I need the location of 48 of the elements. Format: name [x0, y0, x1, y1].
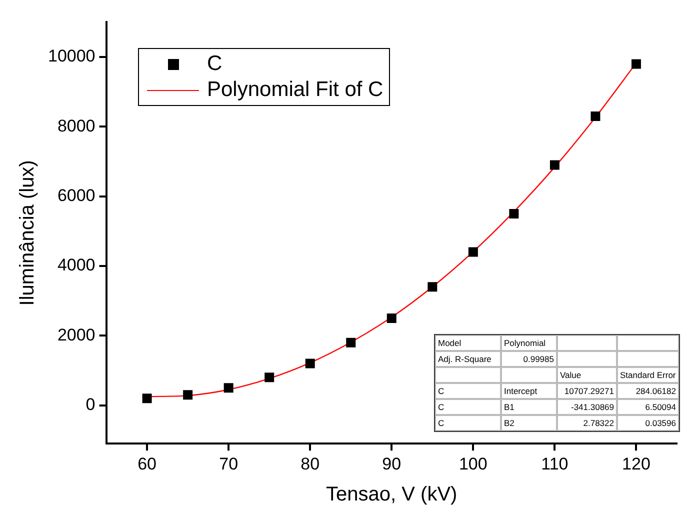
annotation: Adj. R-Square	[438, 354, 492, 364]
y-tick-label: 10000	[48, 46, 96, 66]
legend-label: C	[207, 51, 222, 77]
annotation: Value	[560, 370, 582, 380]
point	[386, 313, 396, 323]
annotation: 2.78322	[583, 418, 614, 428]
point	[346, 338, 356, 348]
annotation: C	[438, 418, 444, 428]
point	[183, 390, 193, 400]
legend-label: Polynomial Fit of C	[207, 77, 384, 103]
x-tick-label: 90	[382, 454, 402, 474]
y-tick-label: 6000	[57, 186, 96, 206]
point	[590, 111, 600, 121]
point	[468, 247, 478, 257]
x-tick-label: 60	[138, 454, 156, 474]
annotation: C	[438, 386, 444, 396]
annotation: B2	[504, 418, 514, 428]
x-tick-label: 70	[219, 454, 238, 474]
point	[264, 372, 274, 382]
x-tick-label: 80	[300, 454, 320, 474]
y-tick-label: 4000	[57, 256, 96, 275]
y-axis-title: Iluminância (lux)	[16, 160, 39, 306]
point	[142, 394, 152, 404]
annotation: Model	[438, 338, 462, 348]
point	[550, 160, 560, 170]
point	[631, 59, 641, 69]
annotation: B1	[504, 402, 514, 412]
annotation: 284.06182	[636, 386, 676, 396]
point	[305, 358, 315, 368]
x-tick-label: 120	[622, 454, 650, 474]
y-tick-label: 8000	[57, 116, 96, 136]
x-tick-label: 100	[458, 454, 488, 474]
x-axis-title: Tensao, V (kV)	[326, 484, 458, 506]
annotation: 6.50094	[645, 402, 676, 412]
x-tick-label: 110	[541, 454, 568, 474]
annotation: Polynomial	[504, 338, 546, 348]
annotation: 0.03596	[645, 418, 676, 428]
point	[224, 383, 234, 393]
annotation: Standard Error	[620, 370, 676, 380]
point	[428, 282, 438, 292]
point	[509, 209, 519, 218]
annotation: 10707.29271	[564, 386, 614, 396]
annotation: -341.30869	[570, 402, 614, 412]
y-tick-label: 2000	[57, 325, 96, 344]
y-tick-label: 0	[86, 394, 96, 414]
annotation: Intercept	[504, 386, 538, 396]
annotation: C	[438, 402, 444, 412]
annotation: 0.99985	[523, 354, 554, 364]
